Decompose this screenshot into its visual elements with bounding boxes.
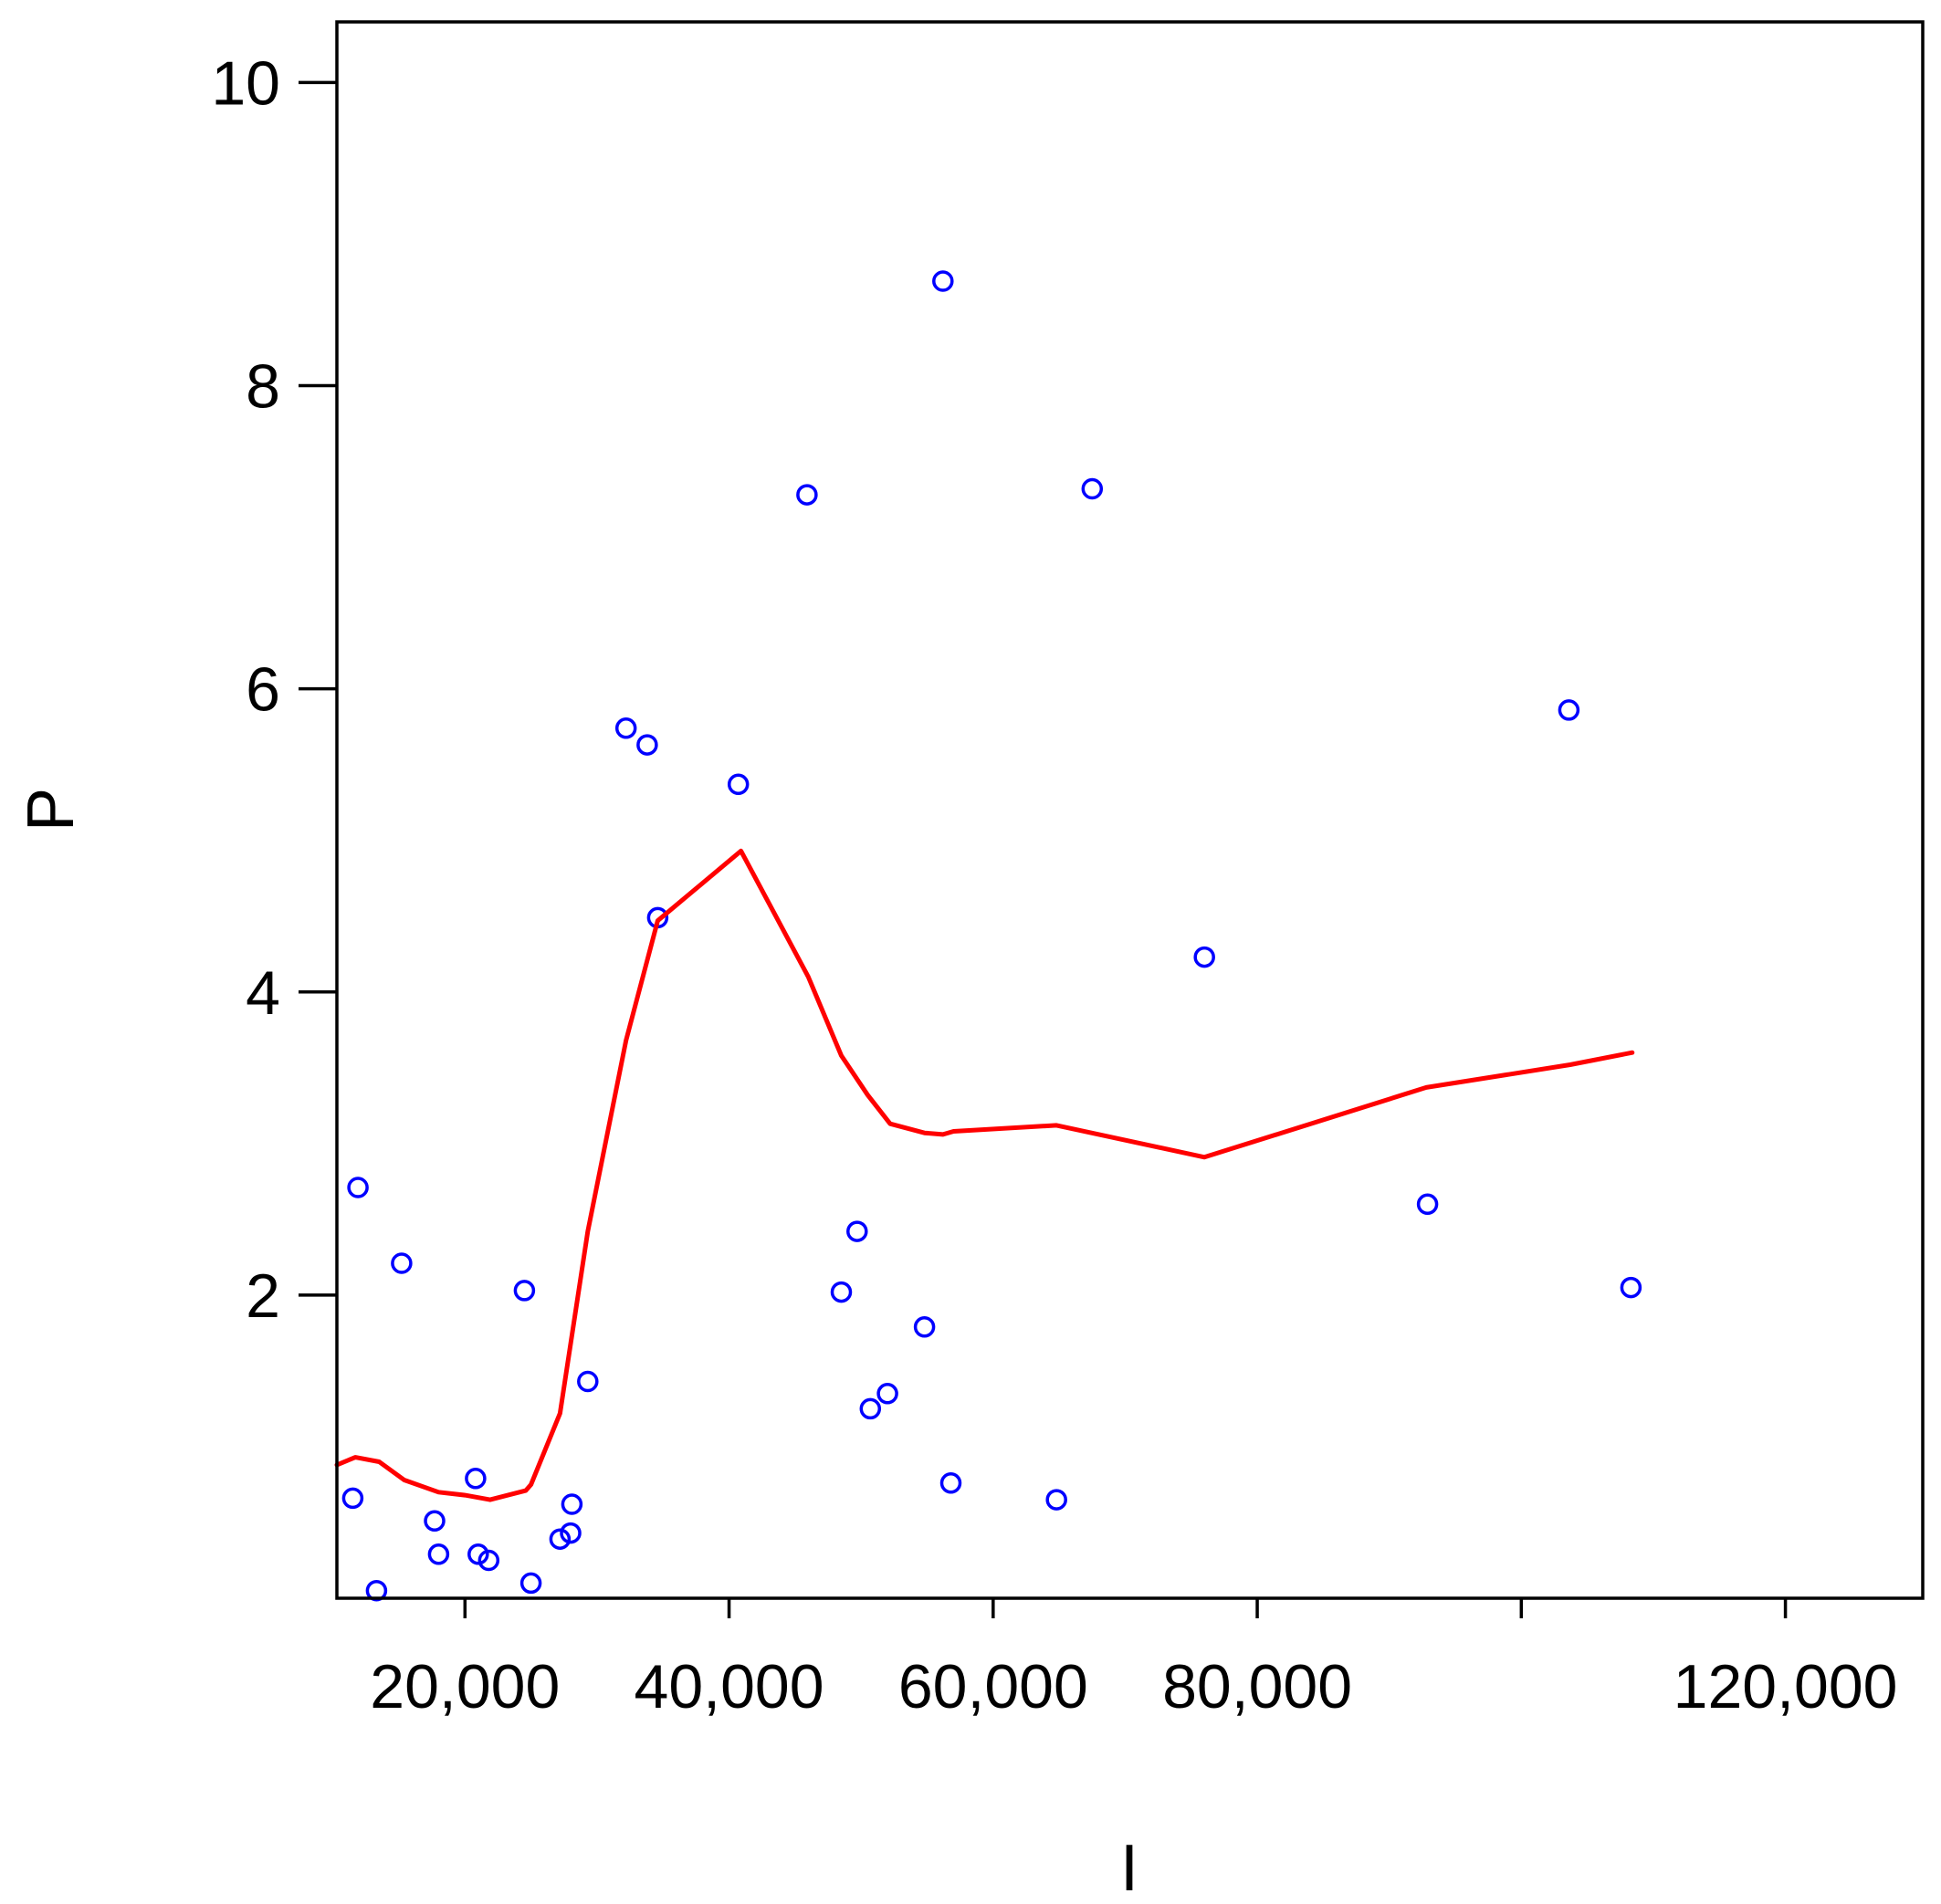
- y-tick-label: 8: [246, 352, 280, 422]
- data-point: [614, 717, 637, 739]
- data-point: [347, 1177, 369, 1198]
- data-point: [391, 1252, 413, 1274]
- data-point: [939, 1472, 962, 1494]
- data-point: [913, 1316, 936, 1338]
- x-tick-label: 20,000: [370, 1652, 560, 1721]
- data-point: [1416, 1193, 1439, 1216]
- data-point: [859, 1397, 882, 1420]
- y-axis: 2 4 6 8 10: [211, 48, 337, 1331]
- x-axis-title: I: [1120, 1832, 1138, 1904]
- data-point: [341, 1487, 364, 1510]
- y-tick-label: 10: [211, 48, 280, 118]
- data-point: [1045, 1489, 1067, 1511]
- data-point: [477, 1549, 500, 1572]
- y-tick-label: 4: [246, 958, 280, 1028]
- data-point: [727, 773, 750, 796]
- data-point: [636, 734, 658, 756]
- data-point: [1558, 699, 1580, 721]
- data-point: [876, 1383, 898, 1405]
- x-tick-label: 80,000: [1162, 1652, 1352, 1721]
- data-point: [932, 270, 954, 292]
- data-point: [560, 1522, 582, 1544]
- y-axis-title: P: [15, 788, 88, 832]
- y-tick-label: 6: [246, 655, 280, 725]
- data-point: [467, 1543, 489, 1565]
- x-tick-label: 60,000: [898, 1652, 1088, 1721]
- plot-frame: [335, 20, 1925, 1600]
- data-layer: [334, 270, 1642, 1602]
- data-point: [1620, 1276, 1642, 1299]
- data-point: [796, 484, 818, 506]
- data-point: [561, 1493, 583, 1515]
- x-tick-label: 40,000: [635, 1652, 824, 1721]
- data-point: [846, 1220, 868, 1242]
- data-point: [1081, 477, 1104, 500]
- y-tick-label: 2: [246, 1261, 280, 1331]
- data-point: [519, 1572, 542, 1595]
- data-point: [465, 1468, 487, 1490]
- data-point: [549, 1528, 572, 1550]
- x-axis: 20,000 40,000 60,000 80,000 120,000: [370, 1598, 1897, 1721]
- data-point: [830, 1281, 853, 1303]
- data-point: [427, 1543, 450, 1565]
- data-point: [513, 1280, 536, 1302]
- data-point: [577, 1370, 599, 1393]
- data-point: [1193, 946, 1215, 968]
- data-point: [424, 1510, 446, 1533]
- smoother-line: [334, 848, 1635, 1502]
- x-tick-label: 120,000: [1673, 1652, 1898, 1721]
